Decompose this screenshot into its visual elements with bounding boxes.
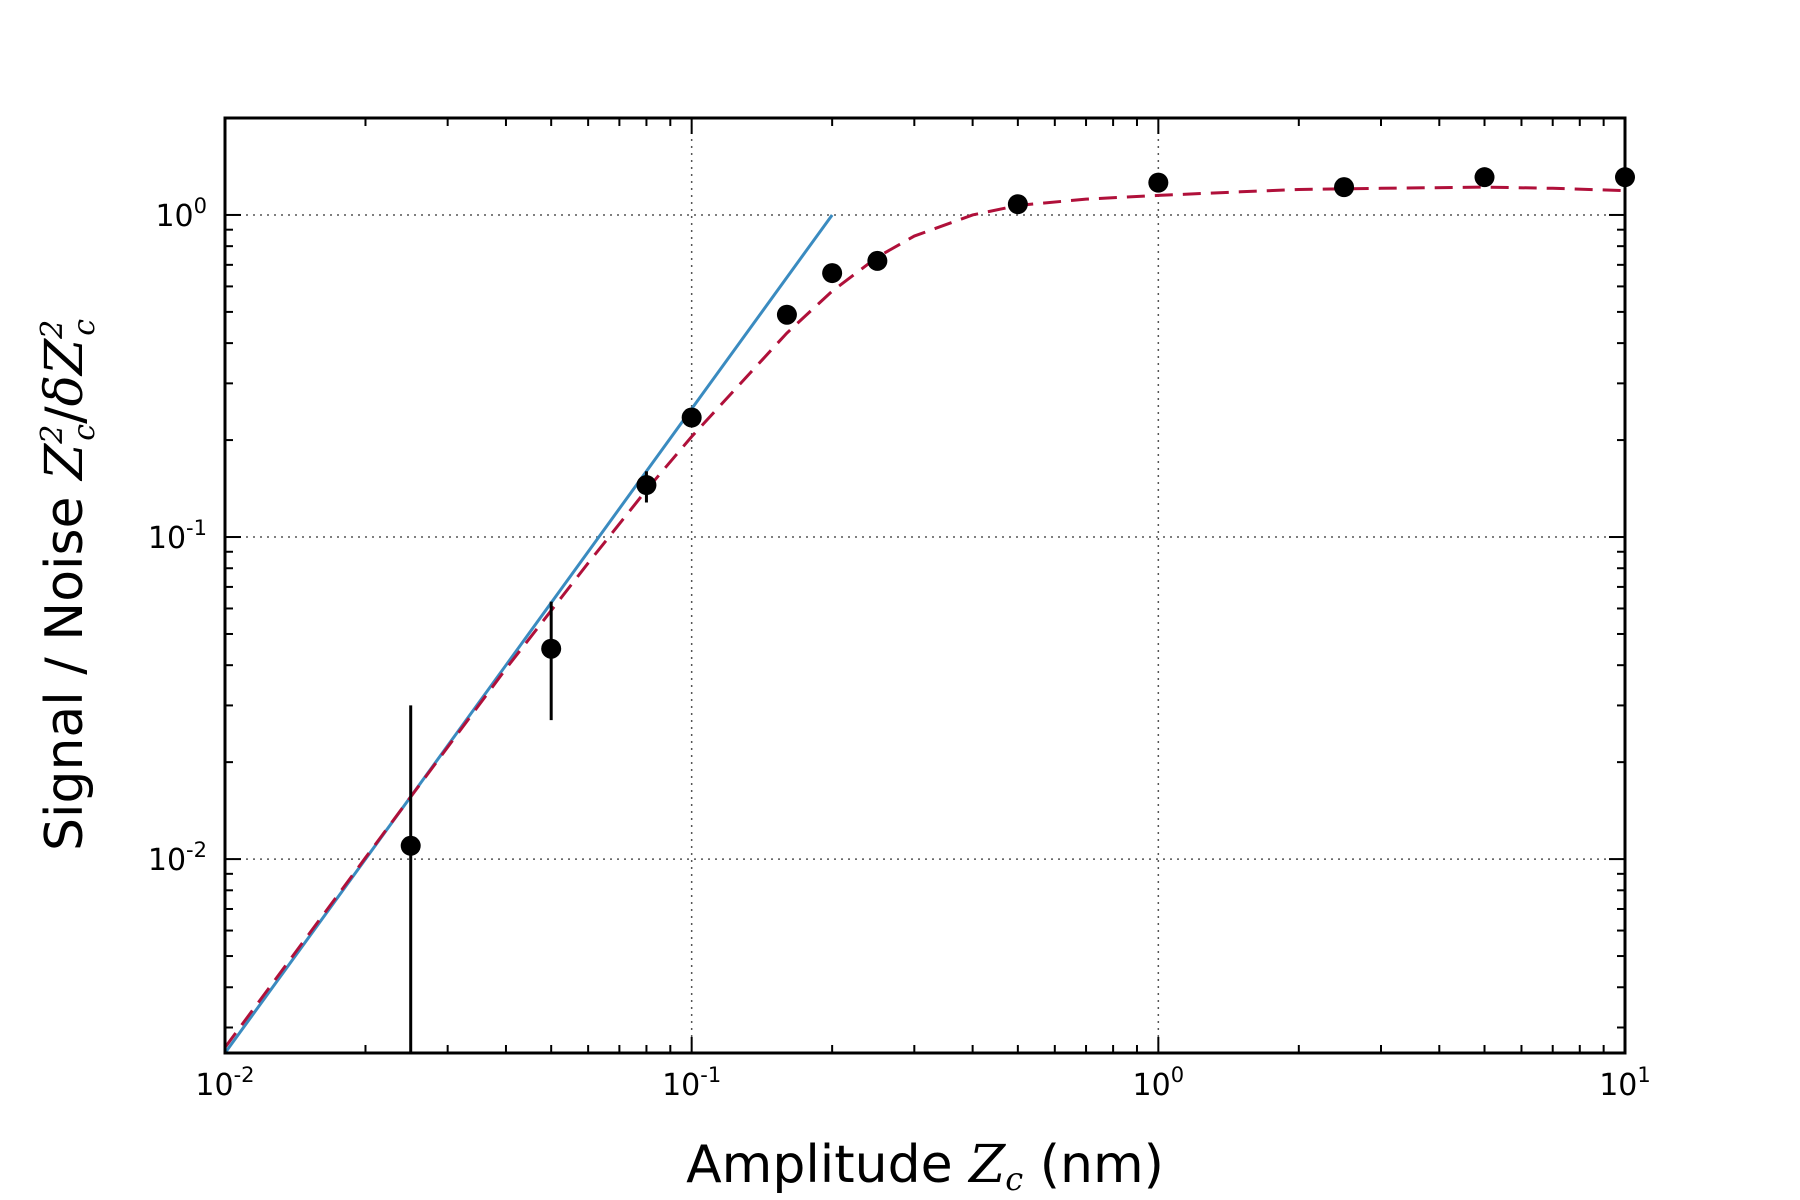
solid-fit-line — [225, 214, 834, 1053]
grid — [224, 118, 1626, 1053]
data-point — [541, 638, 562, 659]
dashed-fit-line — [225, 185, 1625, 1049]
x-tick-label: 10-2 — [195, 1063, 254, 1103]
data-point — [822, 263, 843, 284]
data-point — [681, 407, 702, 428]
data-point — [1007, 194, 1028, 215]
data-point — [1474, 167, 1495, 188]
y-tick-label: 100 — [155, 194, 207, 234]
data-point — [400, 835, 421, 856]
x-tick-label: 100 — [1133, 1063, 1185, 1103]
data-point — [1334, 177, 1355, 198]
data-point — [1148, 172, 1169, 193]
y-tick-label: 10-1 — [148, 516, 207, 556]
tick-labels: 10-2 10-1 100 101 10-2 10-1 100 — [148, 194, 1651, 1103]
x-tick-label: 10-1 — [662, 1063, 721, 1103]
y-tick-label: 10-2 — [148, 838, 207, 878]
data-point — [776, 304, 797, 325]
x-axis-label: Amplitude Zc (nm) — [686, 1135, 1164, 1198]
axis-ticks — [224, 117, 1626, 1053]
plot-frame — [223, 116, 1627, 1055]
data-point — [867, 250, 888, 271]
x-tick-label: 101 — [1599, 1063, 1651, 1103]
plot-series — [225, 167, 1635, 1053]
data-point — [636, 475, 657, 496]
y-axis-label: Signal / Noise Z2c/δZ2c — [35, 319, 102, 851]
